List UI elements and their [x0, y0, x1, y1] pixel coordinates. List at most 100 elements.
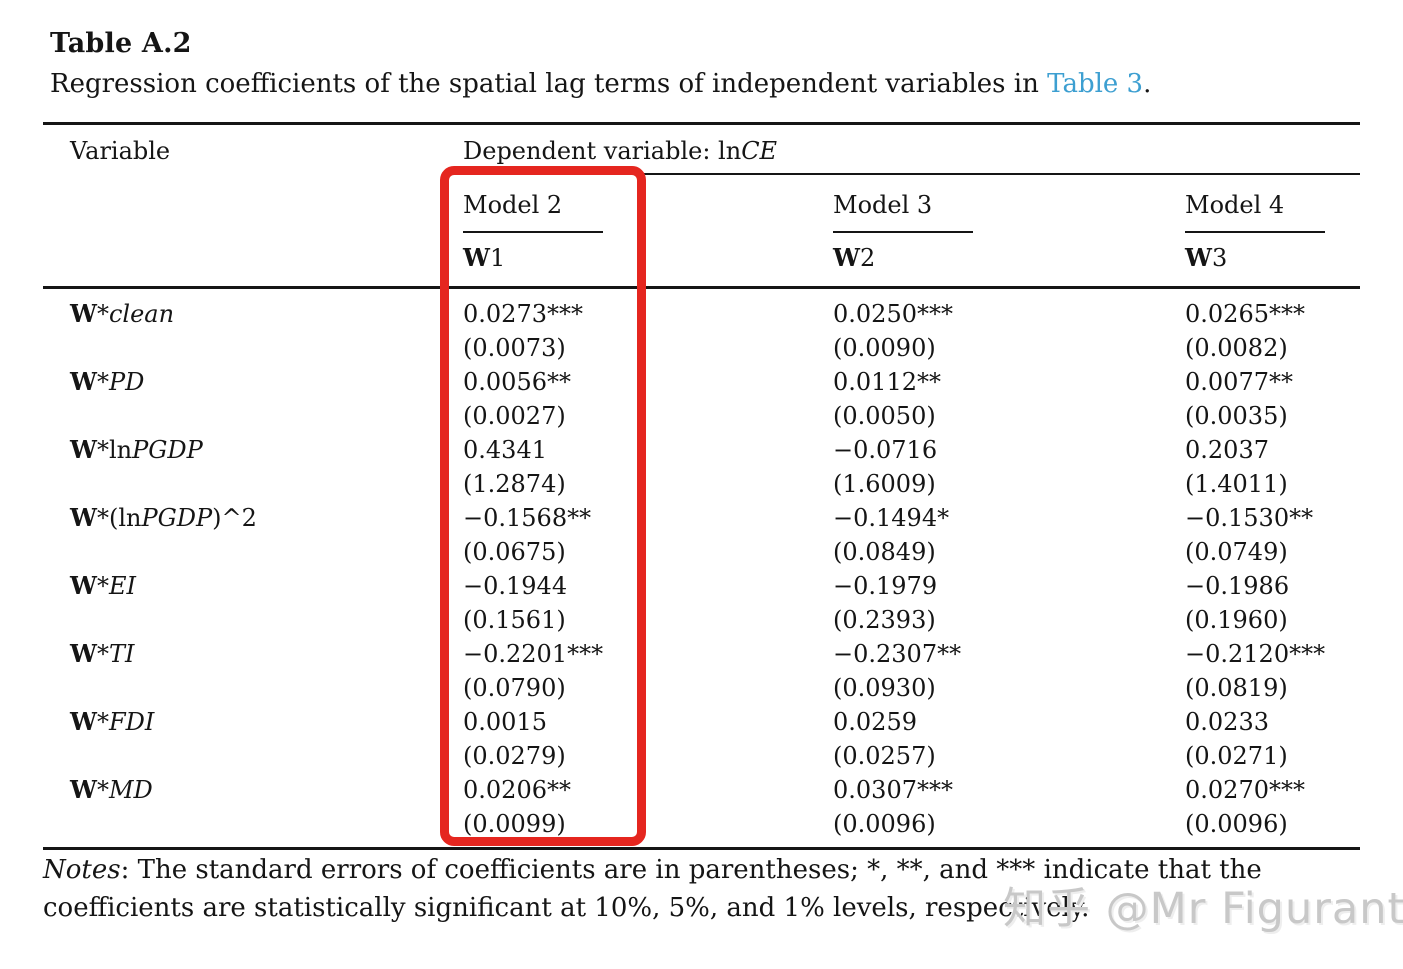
variable-column-header: Variable: [70, 137, 171, 165]
standard-error-value: (0.0027): [463, 402, 566, 430]
row-label: W*TI: [43, 637, 463, 705]
standard-error-value: (0.0790): [463, 674, 566, 702]
weight-w2-header: W2: [833, 233, 1185, 289]
dep-var-symbol: CE: [741, 137, 778, 165]
coefficient-value: 0.0056**: [463, 368, 571, 396]
coefficient-value: 0.0259: [833, 708, 917, 736]
row-label-part: *: [96, 776, 109, 804]
standard-error-value: (0.0279): [463, 742, 566, 770]
weight-number: 3: [1211, 244, 1228, 272]
row-label-part: )^2: [212, 504, 257, 532]
model-2-header: Model 2: [463, 174, 833, 233]
coefficient-value: −0.1986: [1185, 572, 1290, 600]
dep-var-text: Dependent variable: ln: [463, 137, 742, 165]
table-notes: Notes: The standard errors of coefficien…: [43, 851, 1363, 927]
standard-error-value: (0.0050): [833, 402, 936, 430]
standard-error-value: (0.1561): [463, 606, 566, 634]
standard-error-value: (0.1960): [1185, 606, 1288, 634]
row-label-part: MD: [108, 776, 153, 804]
row-label-part: *: [96, 300, 109, 328]
standard-error-value: (0.0675): [463, 538, 566, 566]
cell-model3: −0.0716 (1.6009): [833, 433, 1185, 501]
cell-model4: 0.0077** (0.0035): [1185, 365, 1360, 433]
notes-text: : The standard errors of coefficients ar…: [43, 855, 1262, 923]
notes-label: Notes: [43, 855, 121, 885]
dependent-variable-header: Dependent variable: lnCE: [463, 123, 1361, 175]
standard-error-value: (0.0930): [833, 674, 936, 702]
standard-error-value: (0.0099): [463, 810, 566, 838]
cell-model3: −0.1979 (0.2393): [833, 569, 1185, 637]
row-label-part: *: [96, 640, 109, 668]
cell-model4: −0.1986 (0.1960): [1185, 569, 1360, 637]
cell-model2: 0.4341 (1.2874): [463, 433, 833, 501]
row-label-part: W: [70, 435, 97, 464]
coefficient-value: 0.0077**: [1185, 368, 1293, 396]
row-label-part: EI: [108, 572, 136, 600]
table-row-w-ei: W*EI −0.1944 (0.1561) −0.1979 (0.2393) −0.…: [43, 569, 1360, 637]
coefficient-value: 0.0273***: [463, 300, 583, 328]
coefficient-value: −0.1944: [463, 572, 568, 600]
cell-model4: 0.0270*** (0.0096): [1185, 773, 1360, 849]
row-label-part: clean: [108, 300, 175, 328]
row-label-part: PGDP: [141, 504, 213, 532]
cell-model3: 0.0307*** (0.0096): [833, 773, 1185, 849]
row-label-part: *: [96, 504, 109, 532]
cell-model3: −0.2307** (0.0930): [833, 637, 1185, 705]
weight-number: 2: [859, 244, 876, 272]
table-3-link[interactable]: Table 3: [1047, 69, 1144, 99]
regression-table: Variable Dependent variable: lnCE Model …: [43, 122, 1361, 850]
coefficient-value: −0.1530**: [1185, 504, 1314, 532]
cell-model2: 0.0056** (0.0027): [463, 365, 833, 433]
row-label-part: W: [70, 707, 97, 736]
row-label-part: TI: [108, 640, 135, 668]
weight-number: 1: [489, 244, 506, 272]
standard-error-value: (0.0257): [833, 742, 936, 770]
weight-w3-header: W3: [1185, 233, 1361, 289]
standard-error-value: (0.0849): [833, 538, 936, 566]
row-label-part: FDI: [108, 708, 155, 736]
row-label: W*PD: [43, 365, 463, 433]
model-4-label: Model 4: [1185, 191, 1325, 233]
cell-model4: −0.1530** (0.0749): [1185, 501, 1360, 569]
row-label-part: ln: [108, 436, 133, 464]
row-label-part: *: [96, 368, 109, 396]
model-3-header: Model 3: [833, 174, 1185, 233]
row-label-part: (ln: [108, 504, 142, 532]
cell-model2: −0.1568** (0.0675): [463, 501, 833, 569]
cell-model3: 0.0250*** (0.0090): [833, 288, 1185, 366]
coefficient-value: 0.4341: [463, 436, 547, 464]
empty-cell: [43, 233, 463, 289]
coefficient-value: 0.0015: [463, 708, 547, 736]
coefficient-value: −0.2201***: [463, 640, 604, 668]
cell-model3: −0.1494* (0.0849): [833, 501, 1185, 569]
watermark-text: 知乎 @Mr Figurant: [1003, 884, 1403, 934]
model-2-label: Model 2: [463, 191, 603, 233]
row-label-part: *: [96, 572, 109, 600]
weight-label: W: [463, 243, 490, 272]
row-label: W*EI: [43, 569, 463, 637]
table-row-w-clean: W*clean 0.0273*** (0.0073) 0.0250*** (0.00…: [43, 288, 1360, 366]
header-row-weights: W1 W2 W3: [43, 233, 1361, 289]
standard-error-value: (0.0749): [1185, 538, 1288, 566]
row-label-part: PD: [108, 368, 145, 396]
coefficient-value: −0.1979: [833, 572, 938, 600]
standard-error-value: (1.2874): [463, 470, 566, 498]
coefficient-value: 0.0112**: [833, 368, 941, 396]
standard-error-value: (0.0090): [833, 334, 936, 362]
cell-model2: 0.0273*** (0.0073): [463, 288, 833, 366]
coefficient-value: −0.0716: [833, 436, 938, 464]
standard-error-value: (0.0082): [1185, 334, 1288, 362]
model-3-label: Model 3: [833, 191, 973, 233]
row-label: W*FDI: [43, 705, 463, 773]
cell-model3: 0.0112** (0.0050): [833, 365, 1185, 433]
table-row-w-lnpgdp-squared: W*(lnPGDP)^2 −0.1568** (0.0675) −0.1494* (…: [43, 501, 1360, 569]
cell-model2: 0.0206** (0.0099): [463, 773, 833, 849]
coefficient-value: 0.0250***: [833, 300, 953, 328]
standard-error-value: (0.0819): [1185, 674, 1288, 702]
cell-model4: 0.0265*** (0.0082): [1185, 288, 1360, 366]
model-4-header: Model 4: [1185, 174, 1360, 233]
weight-label: W: [1185, 243, 1212, 272]
caption-text: Regression coefficients of the spatial l…: [50, 69, 1048, 99]
weight-w1-header: W1: [463, 233, 833, 289]
